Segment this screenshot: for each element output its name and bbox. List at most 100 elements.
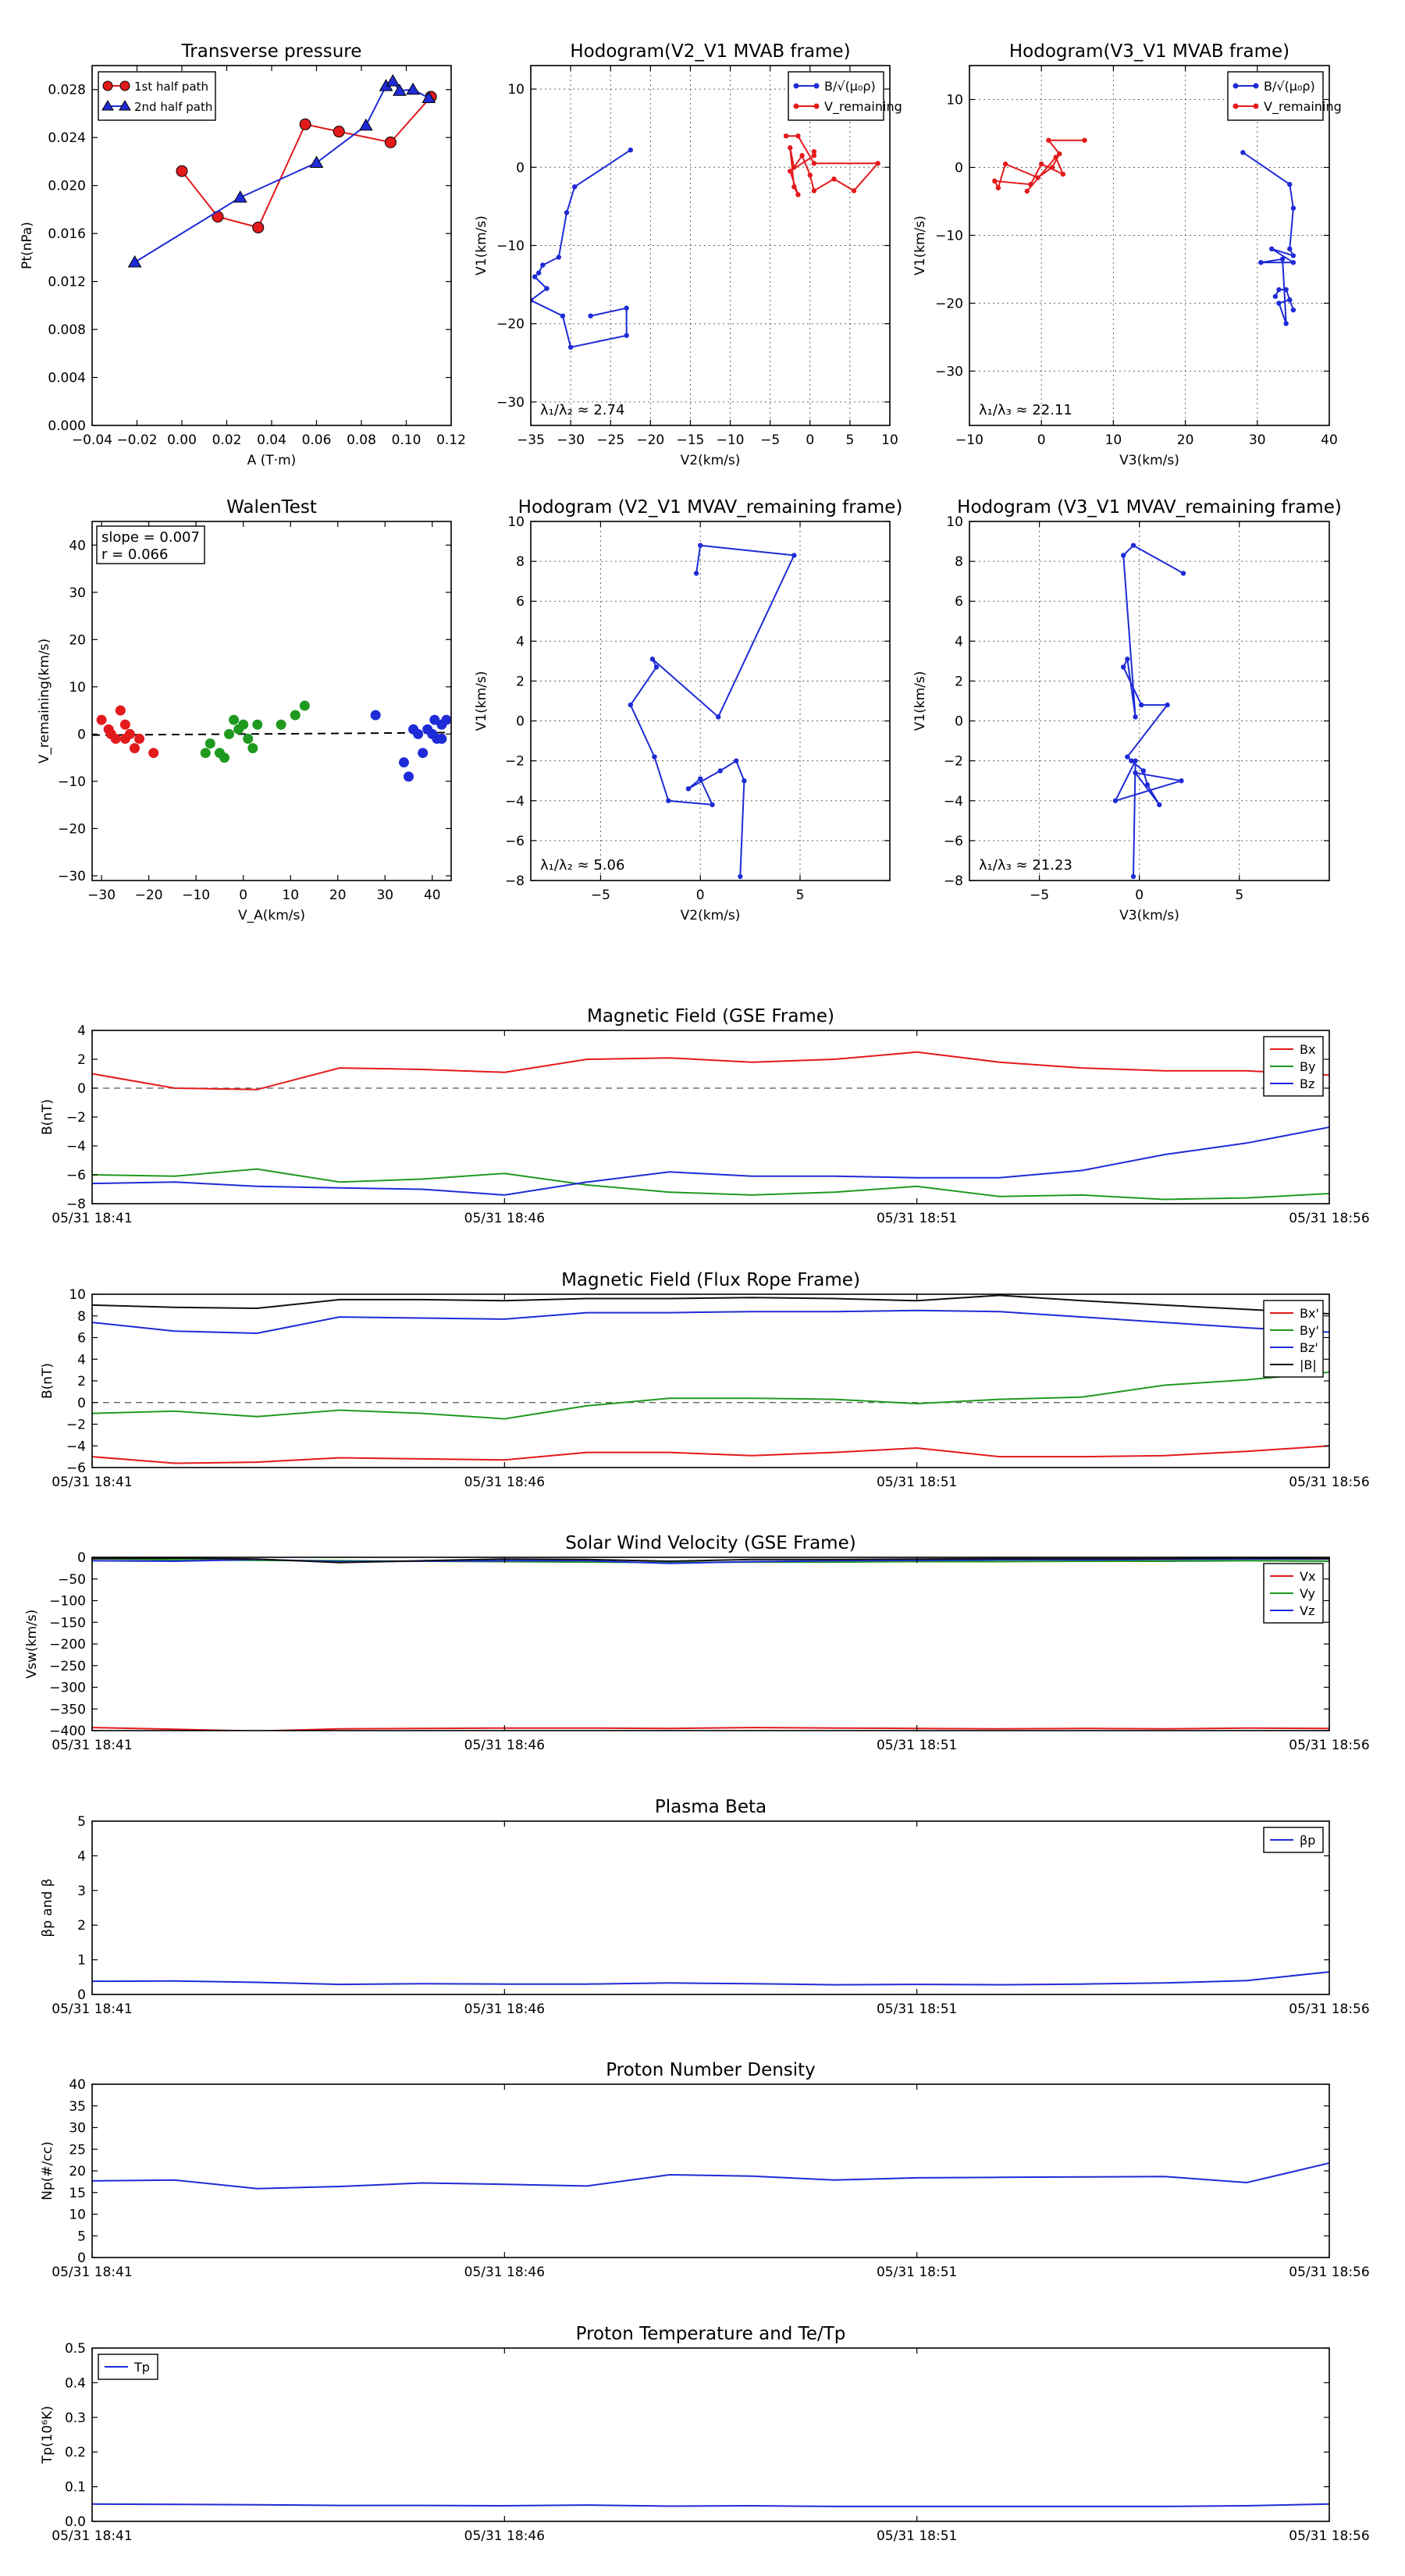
data-point <box>710 802 715 808</box>
data-point <box>243 733 254 744</box>
tick-label-y: 10 <box>946 514 963 530</box>
series-0 <box>1112 543 1186 880</box>
data-point <box>1046 137 1051 143</box>
tick-label-y: −8 <box>66 1197 86 1212</box>
legend-marker <box>101 100 114 111</box>
data-point <box>1130 873 1136 880</box>
tick-label-y: −2 <box>66 1110 86 1126</box>
data-point <box>1283 321 1289 326</box>
data-point <box>811 161 817 166</box>
data-point <box>1144 782 1151 788</box>
tick-label-y: −8 <box>944 873 963 889</box>
tick-label-x: 05/31 18:56 <box>1289 2265 1369 2280</box>
tick-label-y: 3 <box>77 1884 86 1899</box>
data-point <box>1290 205 1297 211</box>
series-line <box>1114 544 1184 877</box>
data-point <box>875 161 880 166</box>
plot-area <box>92 2503 1329 2507</box>
series-line <box>92 1971 1329 1986</box>
series-line <box>92 2162 1329 2190</box>
data-point <box>572 184 578 190</box>
series-b- <box>1240 150 1297 326</box>
data-point <box>148 748 159 759</box>
data-point <box>1039 161 1044 167</box>
legend-label: 2nd half path <box>134 100 212 114</box>
tick-label-y: 4 <box>77 1352 86 1368</box>
data-point <box>252 221 265 233</box>
data-point <box>738 873 743 880</box>
panel-title: Hodogram (V3_V1 MVAV_remaining frame) <box>957 497 1342 518</box>
series-0 <box>628 543 797 880</box>
ticks: 05/31 18:41 05/31 18:46 05/31 18:51 05/31 1… <box>52 2077 1369 2280</box>
legend-label: Bx' <box>1300 1306 1319 1321</box>
tick-label-x: 05/31 18:46 <box>464 1738 545 1753</box>
legend-item: 2nd half path <box>101 100 212 114</box>
data-point <box>1140 768 1147 774</box>
tick-label-y: −6 <box>944 834 963 849</box>
data-point <box>795 133 801 139</box>
legend-item: |B| <box>1270 1357 1317 1372</box>
legend-item: V_remaining <box>793 99 902 115</box>
series-np <box>92 2162 1329 2190</box>
data-point <box>276 719 286 730</box>
tick-label-x: 0 <box>806 432 814 448</box>
legend-label: Vx <box>1300 1569 1315 1584</box>
y-axis-label: βp and β <box>40 1878 55 1937</box>
data-point <box>1133 714 1138 720</box>
plot-area <box>92 1294 1329 1464</box>
plot-area <box>96 700 451 782</box>
data-point <box>811 188 817 194</box>
tick-label-x: 0 <box>239 888 247 903</box>
legend-item: βp <box>1270 1833 1315 1848</box>
ticks: −0.04 −0.02 0.00 0.02 0.04 0.06 0.08 0.10 0.12 0.… <box>48 66 466 448</box>
tick-label-y: −50 <box>58 1572 86 1588</box>
data-point <box>795 192 801 197</box>
tick-label-x: 0.04 <box>257 432 286 448</box>
data-point <box>1287 182 1293 187</box>
tick-label-y: 40 <box>69 2077 86 2093</box>
data-point <box>422 91 436 103</box>
panel-title: Proton Temperature and Te/Tp <box>576 2324 846 2344</box>
data-point <box>1258 260 1264 265</box>
series-1 <box>200 700 310 763</box>
data-point <box>1290 260 1297 265</box>
data-point <box>110 733 121 744</box>
series--b- <box>92 1294 1329 1315</box>
ticks: −5 0 5 −8 −6 −4 −2 0 2 4 6 8 10 <box>505 514 890 903</box>
tick-label-x: 20 <box>329 888 347 903</box>
plot-area <box>92 2162 1329 2190</box>
tick-label-x: 05/31 18:51 <box>877 1475 957 1490</box>
tick-label-x: −30 <box>557 432 585 448</box>
tick-label-x: 5 <box>796 888 805 903</box>
tick-label-x: 05/31 18:51 <box>877 1738 957 1753</box>
legend-label: By' <box>1300 1323 1319 1338</box>
tick-label-y: 0.0 <box>65 2514 86 2530</box>
data-point <box>1130 543 1136 548</box>
data-point <box>229 714 240 725</box>
data-point <box>791 184 797 190</box>
legend-item: Bz' <box>1270 1340 1318 1355</box>
series-3 <box>92 1557 1329 1564</box>
plot-area <box>92 1971 1329 1986</box>
plot-area <box>531 133 880 350</box>
tick-label-x: 05/31 18:51 <box>877 2528 957 2544</box>
legend-marker <box>119 100 131 111</box>
y-axis-label: Np(#/cc) <box>40 2141 55 2200</box>
legend-box <box>98 71 216 121</box>
y-axis-label: B(nT) <box>40 1363 55 1399</box>
axes-frame <box>91 521 452 881</box>
tick-label-y: 0.004 <box>48 371 86 386</box>
tick-label-x: 30 <box>1249 432 1266 448</box>
tick-label-y: 30 <box>69 2121 86 2137</box>
tick-label-x: 40 <box>424 888 441 903</box>
tick-label-y: −10 <box>58 774 86 790</box>
ticks: −5 0 5 −8 −6 −4 −2 0 2 4 6 8 10 <box>944 514 1329 903</box>
tick-label-y: 0 <box>77 1081 86 1097</box>
annotation: λ₁/λ₂ ≈ 2.74 <box>540 402 624 418</box>
annotation-box <box>96 525 205 564</box>
tick-label-x: 0.12 <box>436 432 466 448</box>
legend-item: 1st half path <box>102 80 208 94</box>
legend: B/√(μ₀ρ) V_remaining <box>788 71 902 121</box>
panel-title: WalenTest <box>226 497 317 518</box>
